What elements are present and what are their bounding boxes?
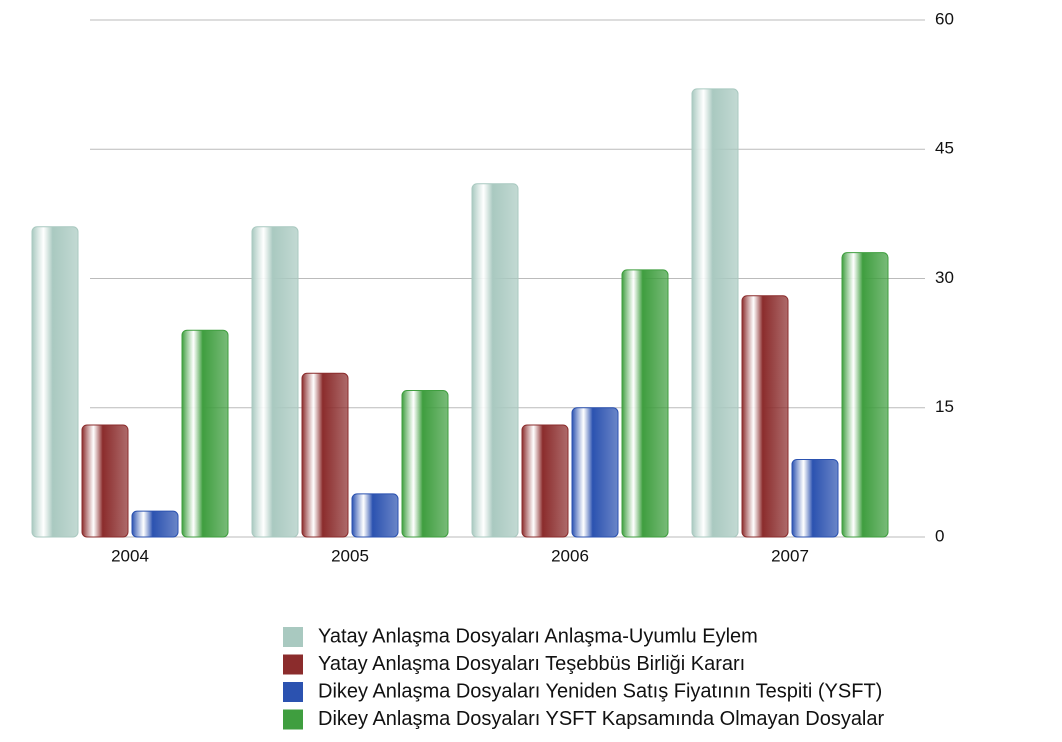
bar bbox=[471, 183, 519, 538]
x-tick-label: 2005 bbox=[331, 546, 369, 565]
legend-swatch bbox=[283, 654, 303, 675]
bar bbox=[521, 424, 569, 538]
legend-swatch bbox=[283, 682, 303, 702]
bar bbox=[301, 372, 349, 538]
legend: Yatay Anlaşma Dosyaları Anlaşma-Uyumlu E… bbox=[283, 625, 885, 730]
legend-label: Dikey Anlaşma Dosyaları Yeniden Satış Fi… bbox=[318, 680, 882, 702]
legend-label: Yatay Anlaşma Dosyaları Anlaşma-Uyumlu E… bbox=[318, 625, 758, 647]
legend-swatch bbox=[283, 627, 303, 647]
bar bbox=[691, 88, 739, 538]
bar bbox=[741, 295, 789, 538]
y-tick-label: 45 bbox=[935, 139, 954, 158]
legend-swatch bbox=[283, 709, 303, 730]
bar bbox=[351, 493, 399, 538]
x-tick-label: 2007 bbox=[771, 546, 809, 565]
bar bbox=[31, 226, 79, 538]
bar bbox=[81, 424, 129, 538]
y-tick-label: 30 bbox=[935, 268, 954, 287]
legend-label: Yatay Anlaşma Dosyaları Teşebbüs Birliği… bbox=[318, 653, 745, 675]
bar bbox=[571, 407, 619, 538]
legend-label: Dikey Anlaşma Dosyaları YSFT Kapsamında … bbox=[318, 708, 885, 730]
y-tick-label: 0 bbox=[935, 526, 944, 545]
bar bbox=[401, 390, 449, 538]
bar bbox=[131, 510, 179, 538]
bar bbox=[791, 458, 839, 538]
bar bbox=[251, 226, 299, 538]
y-tick-label: 15 bbox=[935, 397, 954, 416]
bar bbox=[621, 269, 669, 538]
bar bbox=[841, 252, 889, 538]
x-tick-label: 2006 bbox=[551, 546, 589, 565]
x-tick-label: 2004 bbox=[111, 546, 149, 565]
y-tick-label: 60 bbox=[935, 9, 954, 28]
bar bbox=[181, 329, 229, 538]
